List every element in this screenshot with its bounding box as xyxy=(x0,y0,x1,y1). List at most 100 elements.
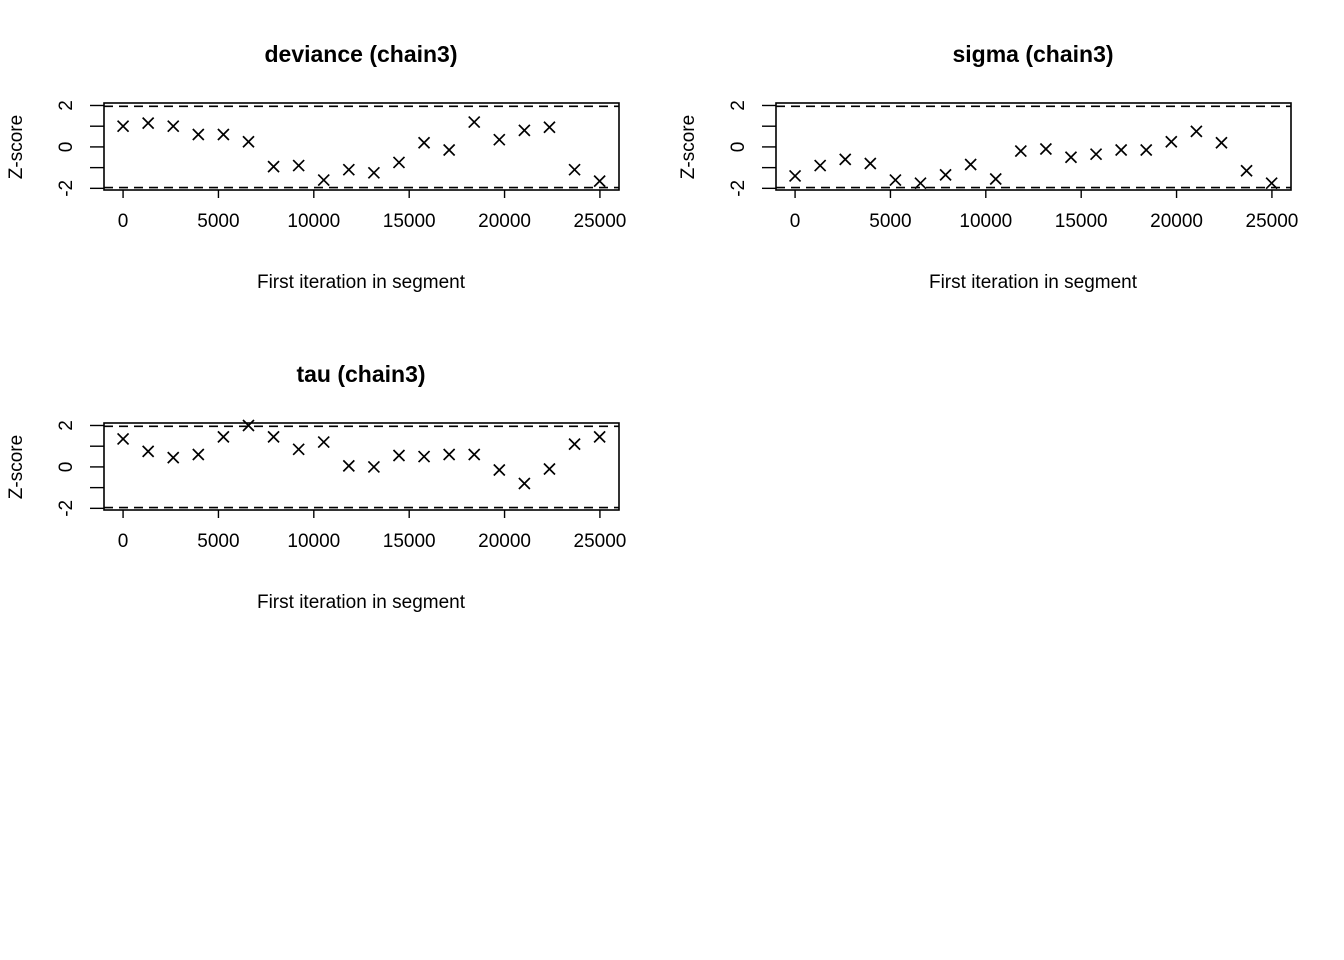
y-tick-label: -2 xyxy=(56,180,77,197)
y-axis-label: Z-score xyxy=(678,115,699,179)
data-point xyxy=(217,430,230,443)
panel-sigma: sigma (chain3) First iteration in segmen… xyxy=(678,41,1298,293)
x-axis-label: First iteration in segment xyxy=(257,592,466,613)
data-point xyxy=(493,463,506,477)
panel-title: sigma (chain3) xyxy=(952,41,1113,67)
x-tick-label: 25000 xyxy=(1246,211,1299,232)
x-tick-label: 10000 xyxy=(287,531,340,552)
y-tick-label: 2 xyxy=(728,100,749,111)
data-point xyxy=(1089,148,1103,161)
data-point xyxy=(788,169,802,183)
data-point xyxy=(1240,164,1253,177)
x-tick-label: 25000 xyxy=(574,531,627,552)
data-point xyxy=(493,133,506,146)
data-point xyxy=(167,451,180,464)
data-point xyxy=(814,159,827,172)
data-point xyxy=(317,173,330,187)
data-point xyxy=(964,158,977,171)
data-point xyxy=(593,430,606,443)
data-point xyxy=(468,448,481,461)
data-point xyxy=(914,177,927,190)
data-point xyxy=(593,174,606,188)
x-tick-label: 0 xyxy=(790,211,801,232)
data-point xyxy=(1115,143,1128,157)
x-tick-label: 5000 xyxy=(197,531,239,552)
y-axis-label: Z-score xyxy=(6,115,27,179)
data-point xyxy=(939,168,952,181)
x-tick-label: 0 xyxy=(118,531,129,552)
x-tick-label: 15000 xyxy=(383,531,436,552)
data-point xyxy=(568,163,581,176)
x-tick-label: 20000 xyxy=(1150,211,1203,232)
data-point xyxy=(518,477,531,490)
data-point xyxy=(1014,144,1027,158)
data-point xyxy=(468,115,481,129)
data-point xyxy=(292,159,305,172)
data-point xyxy=(1190,125,1203,138)
y-tick-label: 0 xyxy=(56,462,77,473)
data-point xyxy=(568,438,581,451)
data-point xyxy=(192,448,205,461)
x-tick-label: 25000 xyxy=(574,211,627,232)
data-point xyxy=(116,432,130,446)
x-tick-label: 5000 xyxy=(869,211,911,232)
data-point xyxy=(392,449,406,462)
x-tick-label: 10000 xyxy=(287,211,340,232)
data-point xyxy=(192,128,205,141)
panel-deviance: deviance (chain3) First iteration in seg… xyxy=(6,41,626,293)
data-point xyxy=(242,135,255,148)
data-point xyxy=(367,460,380,474)
data-point xyxy=(342,163,355,176)
y-tick-label: 0 xyxy=(728,142,749,153)
x-tick-label: 10000 xyxy=(959,211,1012,232)
data-point xyxy=(518,124,531,137)
data-point xyxy=(217,128,230,141)
data-point xyxy=(543,121,556,134)
x-tick-label: 15000 xyxy=(383,211,436,232)
data-point xyxy=(1165,135,1178,148)
y-tick-label: 2 xyxy=(56,420,77,431)
data-point xyxy=(267,430,280,443)
data-point xyxy=(1215,136,1228,149)
data-point xyxy=(242,419,255,432)
data-point xyxy=(142,445,155,458)
data-point xyxy=(989,172,1002,186)
data-point xyxy=(1265,177,1278,190)
data-point xyxy=(443,448,456,461)
y-tick-label: -2 xyxy=(56,500,77,517)
y-tick-label: -2 xyxy=(728,180,749,197)
y-tick-label: 0 xyxy=(56,142,77,153)
data-point xyxy=(417,136,431,149)
panel-tau: tau (chain3) First iteration in segment … xyxy=(6,361,626,613)
x-tick-label: 20000 xyxy=(478,531,531,552)
y-tick-label: 2 xyxy=(56,100,77,111)
data-point xyxy=(292,443,305,456)
x-tick-label: 20000 xyxy=(478,211,531,232)
x-axis-label: First iteration in segment xyxy=(257,272,466,293)
data-point xyxy=(267,160,280,173)
data-point xyxy=(443,143,456,157)
data-point xyxy=(1140,143,1153,157)
x-tick-label: 5000 xyxy=(197,211,239,232)
data-point xyxy=(1039,142,1053,156)
panel-title: tau (chain3) xyxy=(296,361,425,387)
data-point xyxy=(317,435,330,449)
panel-title: deviance (chain3) xyxy=(264,41,457,67)
data-point xyxy=(116,120,130,133)
x-tick-label: 15000 xyxy=(1055,211,1108,232)
data-point xyxy=(839,153,852,166)
data-point xyxy=(142,116,155,130)
data-point xyxy=(889,173,902,187)
data-point xyxy=(1064,151,1078,164)
x-axis-label: First iteration in segment xyxy=(929,272,1138,293)
data-point xyxy=(342,459,355,472)
data-point xyxy=(864,157,877,170)
data-point xyxy=(167,120,180,133)
data-point xyxy=(392,156,406,169)
x-tick-label: 0 xyxy=(118,211,129,232)
y-axis-label: Z-score xyxy=(6,435,27,499)
data-point xyxy=(367,166,380,179)
data-point xyxy=(543,462,556,476)
